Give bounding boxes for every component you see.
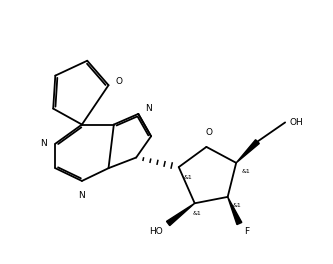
Text: N: N: [40, 139, 47, 148]
Text: F: F: [244, 227, 249, 236]
Text: &1: &1: [241, 169, 250, 174]
Text: O: O: [205, 128, 212, 137]
Text: OH: OH: [289, 118, 303, 127]
Text: N: N: [145, 104, 152, 113]
Text: N: N: [79, 191, 85, 200]
Text: &1: &1: [192, 211, 201, 216]
Text: O: O: [116, 78, 123, 87]
Text: &1: &1: [233, 203, 242, 208]
Polygon shape: [166, 203, 195, 226]
Text: HO: HO: [149, 227, 163, 236]
Text: &1: &1: [184, 175, 193, 180]
Polygon shape: [236, 140, 259, 163]
Polygon shape: [228, 197, 242, 225]
